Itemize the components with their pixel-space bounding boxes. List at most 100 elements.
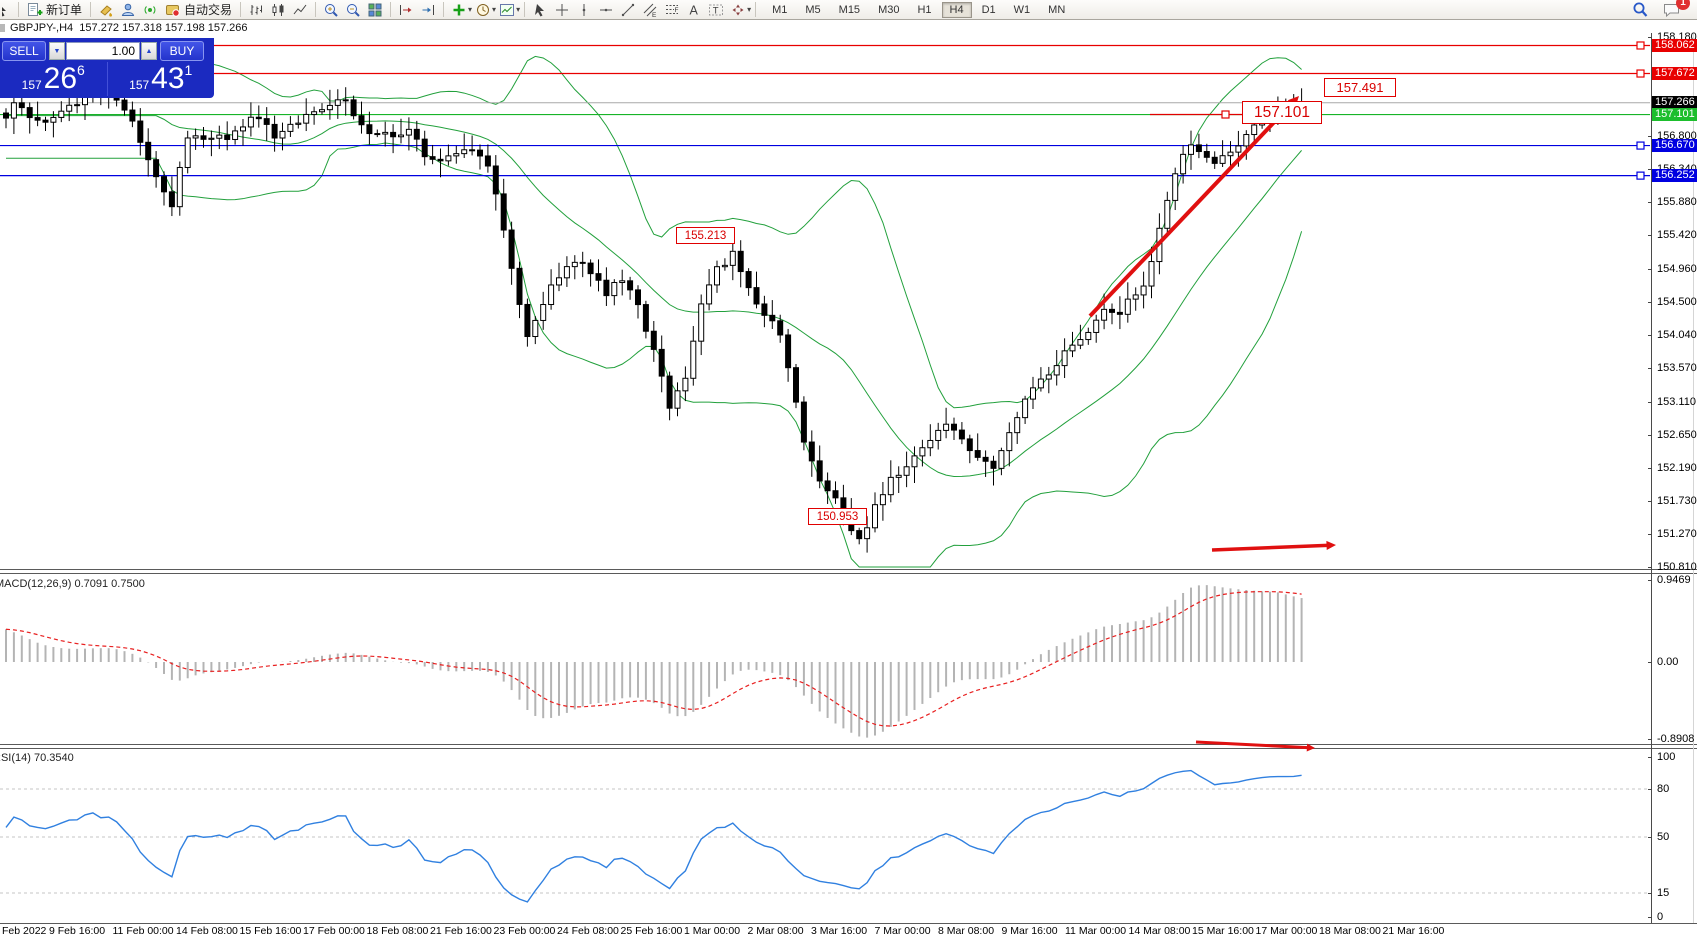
candlestick-icon[interactable] xyxy=(267,1,289,19)
indicators-icon[interactable] xyxy=(448,1,470,19)
timeframe-m1[interactable]: M1 xyxy=(772,3,788,16)
autotrade-button[interactable]: 自动交易 xyxy=(161,1,236,18)
vertical-line-icon[interactable] xyxy=(573,1,595,19)
candle xyxy=(619,280,626,284)
profile-icon[interactable] xyxy=(117,1,139,19)
time-axis-label: 15 Feb 16:00 xyxy=(239,925,302,937)
candle xyxy=(42,119,49,123)
autotrade-icon xyxy=(166,4,180,17)
candle xyxy=(176,166,183,208)
zoom-out-icon[interactable] xyxy=(342,1,364,19)
crosshair-icon[interactable] xyxy=(551,1,573,19)
price-annotation[interactable]: 155.213 xyxy=(676,227,735,244)
periods-dropdown-icon[interactable]: ▾ xyxy=(492,5,497,14)
sell-button[interactable]: SELL xyxy=(2,41,46,61)
scale-tick-label: 155.420 xyxy=(1657,229,1697,242)
candle xyxy=(800,401,807,443)
timeframe-d1[interactable]: D1 xyxy=(981,3,996,16)
hline-handle[interactable] xyxy=(1636,171,1645,180)
volume-decrease-button[interactable]: ▼ xyxy=(49,42,65,60)
rsi-panel-canvas[interactable] xyxy=(0,748,1650,923)
main-chart-canvas[interactable] xyxy=(0,33,1650,569)
templates-icon[interactable] xyxy=(496,1,518,19)
templates-dropdown-icon[interactable]: ▾ xyxy=(516,5,521,14)
new-order-button[interactable]: 新订单 xyxy=(23,1,86,18)
macd-panel-canvas[interactable] xyxy=(0,573,1650,744)
chart-shift-icon[interactable] xyxy=(417,1,439,19)
volume-increase-button[interactable]: ▲ xyxy=(141,42,157,60)
price-annotation[interactable]: 157.491 xyxy=(1324,78,1396,97)
timeframe-m15[interactable]: M15 xyxy=(838,3,861,16)
candle xyxy=(224,134,231,140)
time-axis-label: 15 Mar 16:00 xyxy=(1192,925,1254,937)
zoom-in-icon[interactable] xyxy=(320,1,342,19)
candle xyxy=(879,494,886,506)
candle xyxy=(532,319,539,338)
price-annotation[interactable]: 150.953 xyxy=(808,508,867,525)
svg-text:T: T xyxy=(713,5,719,16)
hline-handle[interactable] xyxy=(1636,41,1645,50)
time-axis-label: 8 Mar 08:00 xyxy=(938,925,995,937)
search-icon[interactable] xyxy=(1629,1,1651,19)
timeframe-w1[interactable]: W1 xyxy=(1013,3,1031,16)
candle xyxy=(745,271,752,289)
timeframe-m30[interactable]: M30 xyxy=(878,3,900,16)
hline-handle[interactable] xyxy=(1636,141,1645,150)
candle xyxy=(753,287,760,305)
scale-tick-label: 152.190 xyxy=(1657,461,1697,474)
trendline-icon[interactable] xyxy=(617,1,639,19)
macd-tick-mark xyxy=(1648,662,1652,663)
arrows-dropdown-icon[interactable]: ▾ xyxy=(747,5,752,14)
timeframe-m5[interactable]: M5 xyxy=(805,3,821,16)
tile-windows-icon[interactable] xyxy=(364,1,386,19)
horizontal-line-icon[interactable] xyxy=(595,1,617,19)
candle xyxy=(911,455,918,468)
scale-tick-mark xyxy=(1648,401,1652,403)
timeframe-h4[interactable]: H4 xyxy=(941,1,972,18)
rsi-panel-separator[interactable] xyxy=(0,744,1697,749)
periods-icon[interactable] xyxy=(472,1,494,19)
styler-icon[interactable] xyxy=(95,1,117,19)
toolbar-separator xyxy=(390,2,392,17)
channel-icon[interactable]: E xyxy=(639,1,661,19)
indicators-dropd-icon[interactable]: ▾ xyxy=(468,5,473,14)
candle xyxy=(951,423,957,431)
timeframe-mn[interactable]: MN xyxy=(1048,3,1066,16)
candle xyxy=(793,367,799,403)
timeframe-h1[interactable]: H1 xyxy=(917,3,932,16)
macd-panel-separator[interactable] xyxy=(0,569,1697,574)
price-annotation[interactable]: 157.101 xyxy=(1242,101,1322,124)
hline-handle[interactable] xyxy=(1636,69,1645,78)
candle xyxy=(1156,227,1163,263)
text-label-icon[interactable]: T xyxy=(705,1,727,19)
arrows-icon[interactable] xyxy=(727,1,749,19)
candle xyxy=(1195,144,1202,153)
time-axis[interactable]: Feb 2022 9 Feb 16:00 11 Feb 00:00 14 Feb 08… xyxy=(0,925,1697,938)
line-chart-icon[interactable] xyxy=(289,1,311,19)
scale-tick-label: 151.270 xyxy=(1657,527,1697,540)
price-scale-border xyxy=(1651,33,1652,923)
text-icon[interactable]: A xyxy=(683,1,705,19)
signal-icon[interactable] xyxy=(139,1,161,19)
candle xyxy=(1030,387,1036,400)
fibonacci-icon[interactable]: F xyxy=(661,1,683,19)
candle xyxy=(421,138,428,158)
candle xyxy=(413,128,420,140)
new-order-icon xyxy=(28,2,43,16)
candle xyxy=(429,156,436,160)
candle xyxy=(556,277,562,286)
candle xyxy=(50,116,57,123)
price-scale[interactable]: 158.180156.800156.340155.880155.420154.9… xyxy=(1648,31,1697,923)
volume-input[interactable] xyxy=(66,42,140,60)
sell-price[interactable]: 157 26 6 xyxy=(0,62,108,96)
bar-chart-icon[interactable] xyxy=(245,1,267,19)
candle xyxy=(1235,145,1242,153)
chat-icon[interactable]: 1 xyxy=(1661,0,1690,19)
auto-scroll-icon[interactable] xyxy=(395,1,417,19)
candle xyxy=(682,377,689,392)
buy-price[interactable]: 157 43 1 xyxy=(129,62,193,95)
candle xyxy=(192,135,199,139)
buy-button[interactable]: BUY xyxy=(160,41,204,61)
cursor-icon[interactable] xyxy=(529,1,551,19)
candle xyxy=(1022,398,1029,419)
